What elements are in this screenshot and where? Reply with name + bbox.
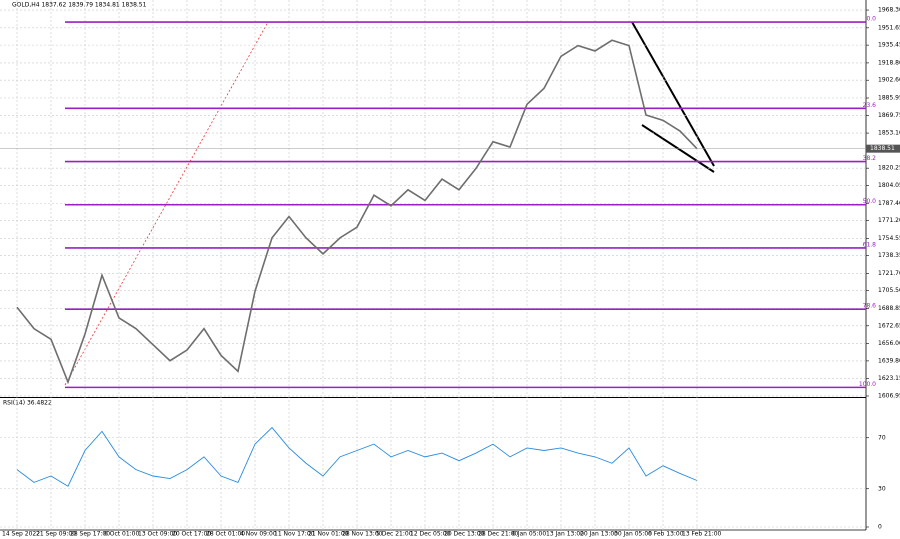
y-tick-label: 1853.10: [878, 130, 900, 137]
fib-label: 100.0: [859, 381, 876, 388]
y-tick-label: 1656.00: [878, 340, 900, 347]
y-tick-label: 1820.25: [878, 165, 900, 172]
y-tick-label: 1918.80: [878, 59, 900, 66]
x-tick-label: 28 Nov 13:00: [342, 531, 383, 538]
x-tick-label: 13 Oct 09:00: [138, 531, 177, 538]
y-tick-label: 1705.50: [878, 287, 900, 294]
y-tick-label: 1672.65: [878, 322, 900, 329]
current-price-box: [866, 144, 900, 153]
y-tick-label: 1721.70: [878, 270, 900, 277]
x-tick-label: 11 Nov 17:00: [274, 531, 315, 538]
x-tick-label: 28 Sep 17:00: [70, 531, 110, 538]
chart-title: GOLD,H4 1837.62 1839.79 1834.81 1838.51: [12, 2, 147, 9]
current-price-label: 1838.51: [870, 145, 895, 152]
y-tick-label: 1968.30: [878, 7, 900, 14]
y-tick-label: 1606.95: [878, 392, 900, 399]
price-line: [16, 426, 698, 487]
y-tick-label: 1951.65: [878, 24, 900, 31]
price-line: [16, 39, 698, 385]
x-tick-label: 28 Oct 01:00: [206, 531, 245, 538]
indicator-title: RSI(14) 36.4822: [3, 400, 52, 407]
x-tick-label: 28 Dec 21:00: [478, 531, 519, 538]
y-tick-label: 1804.05: [878, 182, 900, 189]
fib-label: 61.8: [863, 241, 877, 248]
x-tick-label: 13 Feb 21:00: [682, 531, 722, 538]
x-tick-label: 6 Jan 05:00: [512, 531, 546, 538]
x-tick-label: 6 Feb 13:00: [648, 531, 684, 538]
x-tick-label: 6 Oct 01:00: [104, 531, 139, 538]
x-tick-label: 14 Sep 2022: [2, 531, 40, 538]
y-tick-label: 1935.45: [878, 42, 900, 49]
x-tick-label: 20 Jan 13:00: [580, 531, 618, 538]
y-tick-label: 30: [878, 485, 886, 492]
fib-label: 78.6: [863, 303, 877, 310]
fib-label: 38.2: [863, 155, 877, 162]
wedge-line: [631, 21, 715, 167]
trend-line: [64, 21, 269, 386]
y-tick-label: 1738.35: [878, 252, 900, 259]
fib-label: 23.6: [863, 102, 877, 109]
y-tick-label: 1902.60: [878, 77, 900, 84]
x-tick-label: 30 Jan 05:00: [614, 531, 652, 538]
y-tick-label: 1623.15: [878, 375, 900, 382]
x-tick-label: 20 Dec 13:00: [444, 531, 485, 538]
x-tick-label: 4 Nov 09:00: [240, 531, 277, 538]
fib-label: 0.0: [866, 16, 876, 23]
fib-label: 50.0: [863, 198, 877, 205]
y-tick-label: 1639.80: [878, 357, 900, 364]
x-tick-label: 20 Oct 17:00: [172, 531, 211, 538]
y-tick-label: 70: [878, 434, 886, 441]
x-tick-label: 12 Dec 05:00: [410, 531, 451, 538]
y-tick-label: 1869.75: [878, 112, 900, 119]
y-tick-label: 1771.20: [878, 217, 900, 224]
x-tick-label: 21 Sep 09:00: [36, 531, 76, 538]
x-tick-label: 5 Dec 21:00: [376, 531, 413, 538]
y-tick-label: 0: [878, 524, 882, 531]
y-tick-label: 1885.95: [878, 94, 900, 101]
y-tick-label: 1787.40: [878, 200, 900, 207]
x-tick-label: 21 Nov 01:00: [308, 531, 349, 538]
x-tick-label: 13 Jan 13:00: [546, 531, 584, 538]
y-tick-label: 1688.85: [878, 305, 900, 312]
y-tick-label: 1754.55: [878, 235, 900, 242]
